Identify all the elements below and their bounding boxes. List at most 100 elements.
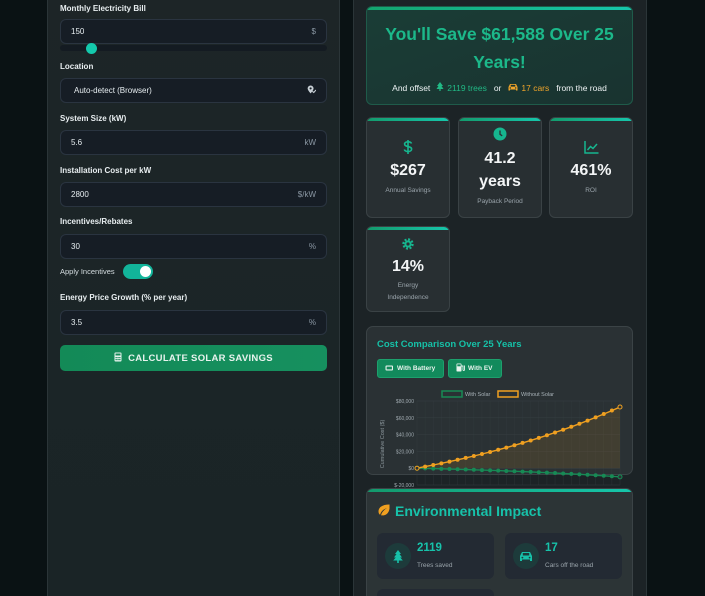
with-ev-button[interactable]: With EV [448,359,502,378]
data-point [504,468,509,473]
price-growth-input[interactable]: 3.5 % [60,310,327,335]
offset-prefix: And offset [392,82,431,93]
leaf-icon [377,503,390,519]
price-growth-value: 3.5 [71,318,83,327]
y-tick-label: $-20,000 [394,483,414,489]
data-point [439,466,444,471]
data-point [471,454,476,459]
data-point [528,438,533,443]
data-point [528,469,533,474]
bill-unit: $ [311,27,316,36]
install-cost-value: 2800 [71,190,89,199]
incentives-input[interactable]: 30 % [60,234,327,259]
gear-icon [367,235,449,253]
location-label: Location [60,62,94,71]
price-growth-label: Energy Price Growth (% per year) [60,293,188,302]
stat-card-energy-independence: 14% Energy Independence [366,226,450,312]
apply-incentives-label: Apply Incentives [60,267,115,276]
data-point [569,424,574,429]
with-battery-button[interactable]: With Battery [377,359,444,378]
install-cost-input[interactable]: 2800 $/kW [60,182,327,207]
incentives-label: Incentives/Rebates [60,217,133,226]
car-icon [513,543,539,569]
chart-legend: With Solar Without Solar [441,390,554,398]
y-tick-label: $20,000 [396,449,414,455]
location-value: Auto-detect (Browser) [74,86,152,95]
data-point [553,471,558,476]
data-point [561,427,566,432]
bill-value: 150 [71,27,85,36]
legend-without-solar: Without Solar [521,392,554,398]
data-point [617,404,623,410]
y-axis-label: Cumulative Cost ($) [380,420,386,469]
chart-title: Cost Comparison Over 25 Years [377,339,522,350]
data-point [577,472,582,477]
data-point [544,433,549,438]
environmental-impact-heading: Environmental Impact [395,503,542,519]
data-point [488,468,493,473]
energy-independence-value: 14% [391,258,425,275]
data-point [439,461,444,466]
y-tick-label: $60,000 [396,416,414,422]
data-point [496,468,501,473]
bill-slider[interactable] [60,45,327,51]
stat-card-payback: 41.2 years Payback Period [458,117,542,218]
system-size-value: 5.6 [71,138,83,147]
location-pin-icon [307,85,317,96]
cost-comparison-chart: With Solar Without Solar $80,000 $60,000 $… [380,390,623,498]
payback-value: 41.2 years [459,147,541,193]
data-point [536,435,541,440]
data-point [609,474,614,479]
with-ev-label: With EV [468,365,493,372]
data-point [520,440,525,445]
savings-hero-card: You'll Save $61,588 Over 25 Years! And o… [366,6,633,105]
cars-value: 17 [545,542,558,554]
data-point [601,473,606,478]
offset-summary: And offset 2119 trees or 17 cars from th… [367,82,632,93]
offset-trees: 2119 trees [447,82,487,93]
incentives-value: 30 [71,242,80,251]
data-point [447,467,452,472]
price-growth-unit: % [308,318,316,327]
roi-label: ROI [585,187,597,194]
data-point [569,471,574,476]
data-point [512,469,517,474]
env-item-more [377,589,494,596]
data-point [447,459,452,464]
location-select[interactable]: Auto-detect (Browser) [60,78,327,103]
annual-savings-label: Annual Savings [385,187,431,194]
data-point [553,430,558,435]
data-point [463,467,468,472]
data-point [471,467,476,472]
roi-value: 461% [570,162,612,179]
install-cost-label: Installation Cost per kW [60,166,152,175]
data-point [455,467,460,472]
payback-label: Payback Period [477,198,523,205]
bill-input[interactable]: 150 $ [60,19,327,44]
data-point [431,466,436,471]
environmental-impact-card: Environmental Impact 2119 Trees saved 17… [366,488,633,596]
env-item-trees: 2119 Trees saved [377,533,494,579]
trees-label: Trees saved [417,562,453,569]
energy-independence-label: Energy Independence [387,282,429,301]
data-point [585,418,590,423]
with-battery-label: With Battery [397,365,436,372]
payback-value-text: 41.2 years [479,150,521,190]
apply-incentives-toggle[interactable] [122,264,153,279]
offset-or: or [493,82,502,93]
bill-slider-thumb[interactable] [86,43,97,54]
stat-card-annual-savings: $267 Annual Savings [366,117,450,218]
data-point [561,471,566,476]
data-point [455,457,460,462]
data-point [479,452,484,457]
data-point [496,447,501,452]
calculate-button[interactable]: CALCULATE SOLAR SAVINGS [60,345,327,371]
y-tick-label: $0 [408,466,414,472]
system-size-input[interactable]: 5.6 kW [60,130,327,155]
savings-headline: You'll Save $61,588 Over 25 Years! [385,24,614,72]
system-size-unit: kW [304,138,316,147]
clock-icon [459,125,541,143]
data-point [414,465,420,471]
legend-with-solar: With Solar [465,392,491,398]
env-item-cars: 17 Cars off the road [505,533,622,579]
